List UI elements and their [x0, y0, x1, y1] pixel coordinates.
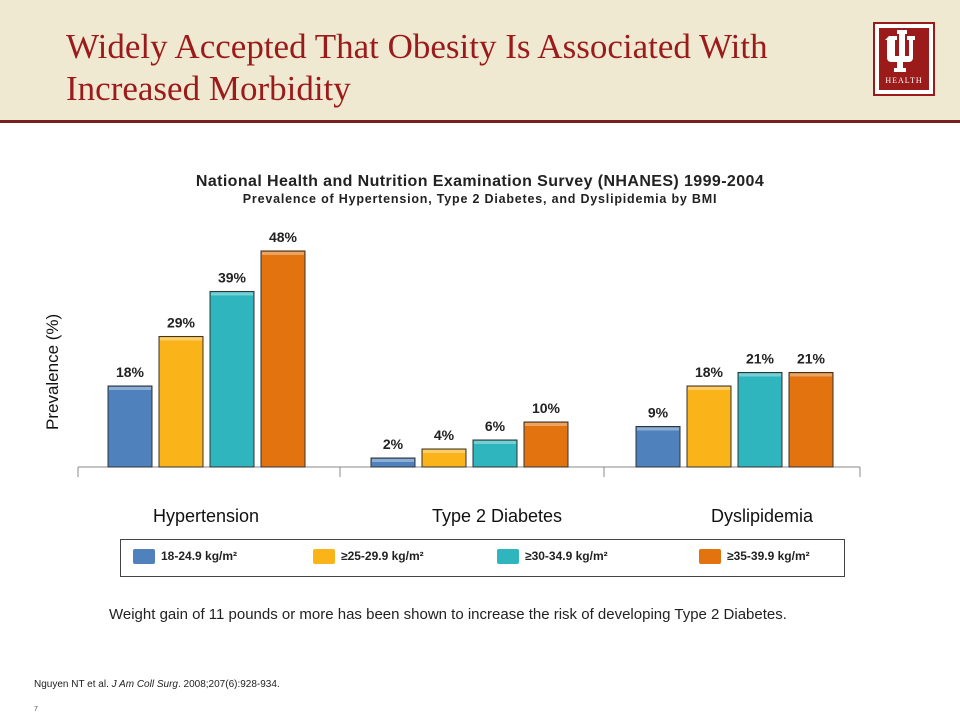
chart-subtitle: Prevalence of Hypertension, Type 2 Diabe… [242, 192, 718, 206]
bar-highlight [739, 373, 781, 377]
iu-health-logo: HEALTH [873, 22, 935, 96]
category-label: Hypertension [152, 506, 260, 526]
data-label: 21% [797, 350, 826, 366]
data-label: 29% [167, 314, 196, 330]
slide-header [0, 0, 960, 120]
bar [523, 421, 569, 468]
category-label: Type 2 Diabetes [431, 506, 563, 526]
citation: Nguyen NT et al. J Am Coll Surg. 2008;20… [34, 679, 280, 690]
data-label: 39% [218, 269, 247, 285]
chart-legend: 18-24.9 kg/m² ≥25-29.9 kg/m² ≥30-34.9 kg… [120, 539, 845, 577]
legend-label: ≥25-29.9 kg/m² [341, 549, 424, 563]
bar-highlight [474, 440, 516, 444]
legend-label: ≥35-39.9 kg/m² [727, 549, 810, 563]
data-label: 10% [532, 400, 561, 416]
legend-label: ≥30-34.9 kg/m² [525, 549, 608, 563]
bar [472, 439, 518, 468]
logo-mark: HEALTH [879, 28, 929, 90]
logo-text: HEALTH [885, 76, 923, 85]
legend-swatch [313, 549, 335, 564]
data-label: 6% [485, 418, 506, 434]
bar-highlight [372, 458, 414, 462]
bar [107, 385, 153, 468]
category-label: Dyslipidemia [710, 506, 814, 526]
bar-highlight [525, 422, 567, 426]
footnote-text: Weight gain of 11 pounds or more has bee… [109, 606, 787, 623]
legend-swatch [133, 549, 155, 564]
legend-label: 18-24.9 kg/m² [161, 549, 238, 563]
bar-highlight [109, 386, 151, 390]
bar [209, 290, 255, 468]
bar-highlight [688, 386, 730, 390]
header-rule [0, 120, 960, 123]
bar [788, 371, 834, 468]
bar-highlight [423, 449, 465, 453]
page-number: 7 [34, 706, 38, 713]
data-label: 18% [116, 364, 145, 380]
bar [421, 448, 467, 468]
bar-highlight [790, 373, 832, 377]
bar [686, 385, 732, 468]
data-label: 4% [434, 427, 455, 443]
chart-title: National Health and Nutrition Examinatio… [195, 173, 765, 190]
data-label: 2% [383, 436, 404, 452]
bar-highlight [637, 427, 679, 431]
slide-title: Widely Accepted That Obesity Is Associat… [66, 27, 768, 108]
data-label: 21% [746, 350, 775, 366]
legend-swatch [699, 549, 721, 564]
trident-icon [885, 30, 915, 72]
bar [370, 457, 416, 468]
bar-highlight [211, 292, 253, 296]
bar-highlight [262, 251, 304, 255]
bar-highlight [160, 337, 202, 341]
data-label: 9% [648, 404, 669, 420]
data-label: 48% [269, 229, 298, 245]
legend-swatch [497, 549, 519, 564]
bar [260, 250, 306, 468]
data-label: 18% [695, 364, 724, 380]
bar [158, 335, 204, 468]
bar [737, 371, 783, 468]
bar [635, 425, 681, 468]
